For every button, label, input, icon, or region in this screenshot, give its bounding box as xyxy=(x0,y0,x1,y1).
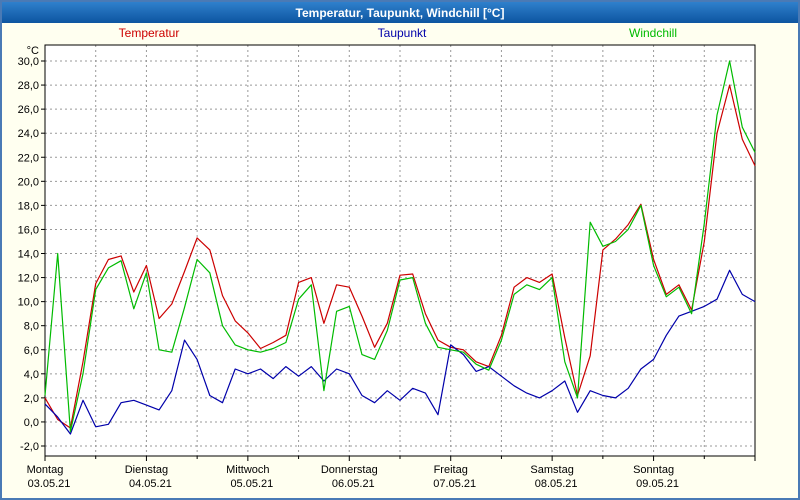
y-tick-label: 16,0 xyxy=(18,224,39,236)
y-tick-label: 28,0 xyxy=(18,80,39,92)
x-date-label: 03.05.21 xyxy=(28,478,71,490)
y-axis-unit-label: °C xyxy=(27,45,39,57)
y-tick-label: 30,0 xyxy=(18,56,39,68)
legend-item-windchill: Windchill xyxy=(628,26,678,40)
y-tick-label: 20,0 xyxy=(18,176,39,188)
x-date-label: 05.05.21 xyxy=(230,478,273,490)
x-day-label: Montag xyxy=(27,464,64,476)
y-tick-label: 10,0 xyxy=(18,297,39,309)
x-day-label: Freitag xyxy=(434,464,468,476)
series-temperatur xyxy=(44,84,756,429)
x-day-label: Sonntag xyxy=(633,464,674,476)
y-tick-label: 24,0 xyxy=(18,128,39,140)
y-tick-label: 8,0 xyxy=(24,321,39,333)
y-tick-label: 22,0 xyxy=(18,152,39,164)
y-tick-label: -2,0 xyxy=(20,441,39,453)
x-day-label: Samstag xyxy=(530,464,573,476)
series-taupunkt xyxy=(44,269,756,435)
y-tick-label: 12,0 xyxy=(18,273,39,285)
y-tick-label: 14,0 xyxy=(18,249,39,261)
x-day-label: Donnerstag xyxy=(321,464,378,476)
legend-item-taupunkt: Taupunkt xyxy=(377,26,427,40)
x-date-label: 06.05.21 xyxy=(332,478,375,490)
legend-item-temperatur: Temperatur xyxy=(118,26,180,40)
x-date-label: 09.05.21 xyxy=(636,478,679,490)
x-date-label: 04.05.21 xyxy=(129,478,172,490)
x-day-label: Dienstag xyxy=(125,464,168,476)
series-windchill xyxy=(44,60,756,433)
x-date-label: 08.05.21 xyxy=(535,478,578,490)
window-titlebar: Temperatur, Taupunkt, Windchill [°C] xyxy=(2,2,798,23)
y-tick-label: 26,0 xyxy=(18,104,39,116)
x-date-label: 07.05.21 xyxy=(433,478,476,490)
y-tick-label: 4,0 xyxy=(24,369,39,381)
chart-plot: 30,0 28,0 26,0 24,0 22,0 20,0 18,0 16,0 14,0 12,0… xyxy=(18,44,756,490)
y-tick-label: 0,0 xyxy=(24,417,39,429)
y-tick-label: 6,0 xyxy=(24,345,39,357)
x-day-label: Mittwoch xyxy=(226,464,269,476)
y-tick-label: 2,0 xyxy=(24,393,39,405)
chart-legend: Temperatur Taupunkt Windchill xyxy=(2,26,798,42)
window-title: Temperatur, Taupunkt, Windchill [°C] xyxy=(295,5,505,20)
y-tick-label: 18,0 xyxy=(18,200,39,212)
